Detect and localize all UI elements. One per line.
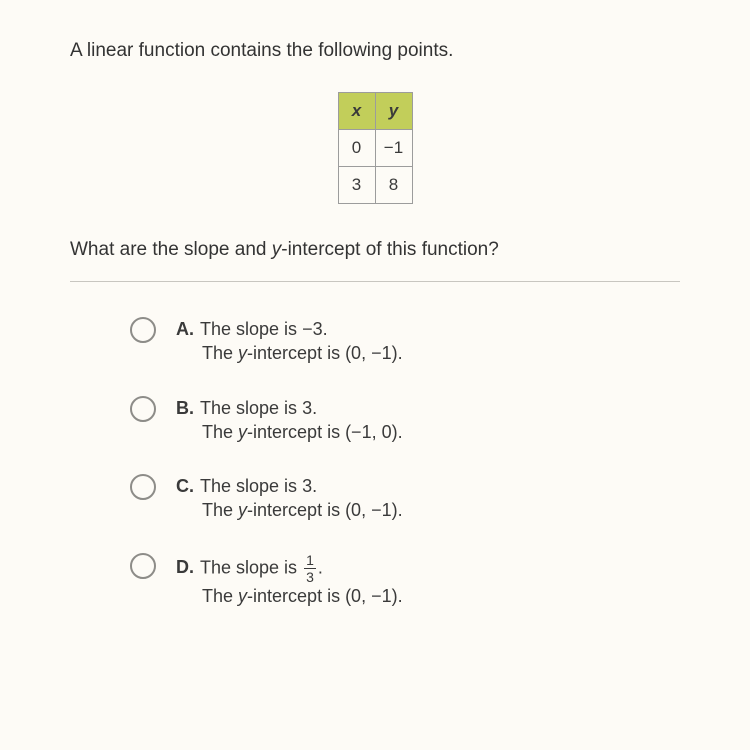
choice-letter: D.	[176, 557, 194, 577]
points-table: x y 0 −1 3 8	[338, 92, 413, 204]
choice-a[interactable]: A. The slope is −3. The y-intercept is (0…	[130, 317, 680, 366]
table-cell-y: −1	[375, 130, 412, 167]
choice-line1-pre: The slope is	[200, 398, 302, 418]
table-header-x: x	[338, 93, 375, 130]
table-row: 3 8	[338, 167, 412, 204]
choice-body: D. The slope is 13. The y-intercept is (0…	[176, 553, 403, 608]
fraction-icon: 13	[304, 553, 316, 584]
choice-line1-post: .	[318, 557, 323, 577]
table-cell-x: 3	[338, 167, 375, 204]
question-page: A linear function contains the following…	[0, 0, 750, 668]
choice-line1-pre: The slope is	[200, 476, 302, 496]
choice-line1-val: 3.	[302, 398, 317, 418]
choice-line2: The y-intercept is (0, −1).	[202, 586, 403, 606]
choice-c[interactable]: C. The slope is 3. The y-intercept is (0,…	[130, 474, 680, 523]
table-header-row: x y	[338, 93, 412, 130]
choice-letter: A.	[176, 319, 194, 339]
choice-b[interactable]: B. The slope is 3. The y-intercept is (−1…	[130, 396, 680, 445]
choice-body: A. The slope is −3. The y-intercept is (0…	[176, 317, 403, 366]
radio-icon[interactable]	[130, 317, 156, 343]
radio-icon[interactable]	[130, 396, 156, 422]
choice-line1-val: 3.	[302, 476, 317, 496]
table-cell-y: 8	[375, 167, 412, 204]
radio-icon[interactable]	[130, 474, 156, 500]
question-intro: A linear function contains the following…	[70, 40, 680, 62]
divider	[70, 281, 680, 282]
question-prompt: What are the slope and y-intercept of th…	[70, 239, 680, 261]
choice-letter: C.	[176, 476, 194, 496]
fraction-denominator: 3	[304, 569, 316, 584]
choice-line2: The y-intercept is (−1, 0).	[202, 422, 403, 442]
table-header-y: y	[375, 93, 412, 130]
table-row: 0 −1	[338, 130, 412, 167]
choice-d[interactable]: D. The slope is 13. The y-intercept is (0…	[130, 553, 680, 608]
radio-icon[interactable]	[130, 553, 156, 579]
choice-body: B. The slope is 3. The y-intercept is (−1…	[176, 396, 403, 445]
table-cell-x: 0	[338, 130, 375, 167]
choice-line2: The y-intercept is (0, −1).	[202, 500, 403, 520]
choice-line1-pre: The slope is	[200, 557, 302, 577]
choice-body: C. The slope is 3. The y-intercept is (0,…	[176, 474, 403, 523]
choice-line1-val: −3.	[302, 319, 328, 339]
choice-letter: B.	[176, 398, 194, 418]
choices-group: A. The slope is −3. The y-intercept is (0…	[70, 317, 680, 608]
choice-line2: The y-intercept is (0, −1).	[202, 343, 403, 363]
fraction-numerator: 1	[304, 553, 316, 569]
choice-line1-pre: The slope is	[200, 319, 302, 339]
